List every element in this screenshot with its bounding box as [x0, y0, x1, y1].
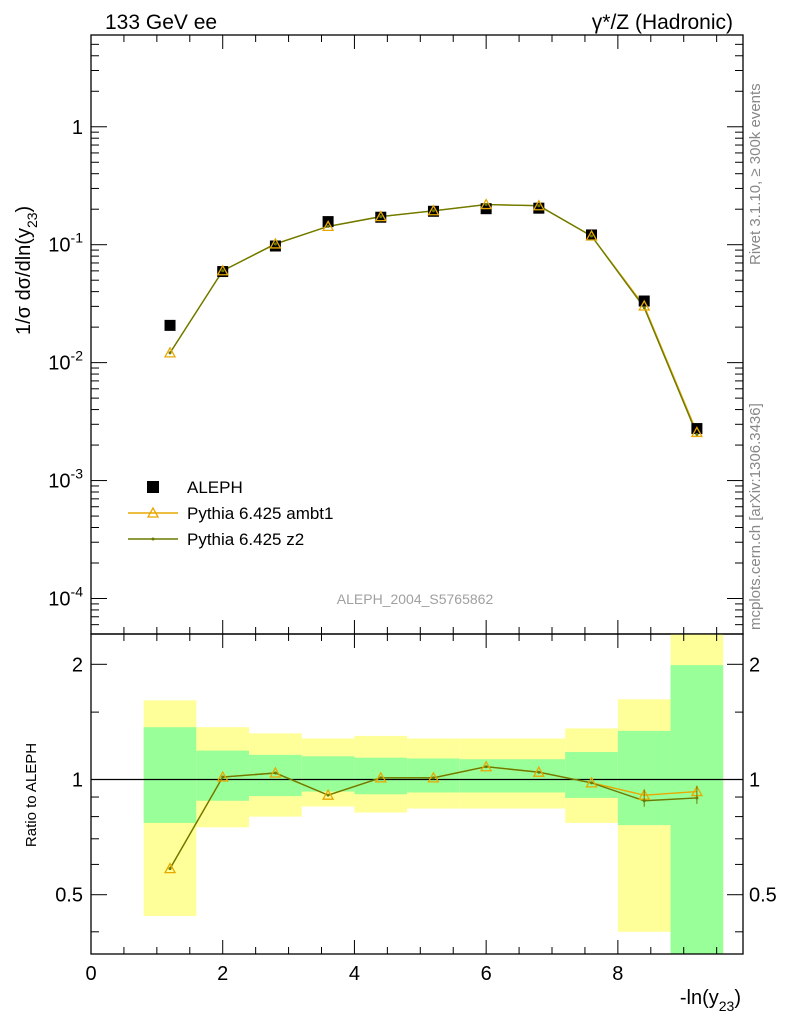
z2-marker — [537, 204, 541, 208]
ratio-y-tick-label-right: 1 — [749, 770, 760, 792]
ratio-y-tick-label-right: 0.5 — [749, 885, 777, 907]
ratio-y-tick-label-left: 2 — [72, 654, 83, 676]
header-right: γ*/Z (Hadronic) — [592, 11, 733, 34]
ratio-y-tick-label-right: 2 — [749, 654, 760, 676]
ratio-z2-marker — [379, 776, 383, 780]
ratio-band-inner — [143, 727, 197, 823]
ratio-y-tick-label-left: 1 — [72, 770, 83, 792]
z2-marker — [642, 306, 646, 310]
ambt1-marker — [374, 210, 387, 222]
ambt1-marker — [532, 199, 545, 211]
aleph-data-point — [533, 202, 545, 214]
z2-marker — [484, 203, 488, 207]
ratio-y-axis-label-text: Ratio to ALEPH — [23, 743, 40, 847]
ambt1-marker — [638, 299, 651, 311]
z2-marker — [168, 351, 172, 355]
ratio-ambt1-marker — [216, 770, 229, 782]
ambt1-line — [169, 203, 698, 433]
ratio-band-inner — [407, 758, 460, 793]
ratio-z2-marker — [590, 781, 594, 785]
x-tick-label: 6 — [481, 963, 492, 985]
x-axis-label: -ln(y23) — [680, 987, 741, 1014]
ratio-band-inner — [301, 756, 355, 792]
z2-marker — [221, 269, 225, 273]
rivet-label: Rivet 3.1.10, ≥ 300k events — [747, 83, 764, 265]
z2-marker — [326, 224, 330, 228]
y-tick-label: 10-1 — [48, 230, 83, 257]
ratio-ambt1-marker — [480, 760, 493, 772]
x-tick-label: 4 — [349, 963, 360, 985]
aleph-data-point — [269, 240, 281, 252]
main-y-axis-label-text: 1/σ dσ/dln(y23) — [13, 206, 40, 335]
y-tick-label: 10-2 — [48, 348, 83, 375]
x-axis-label-text: -ln(y23) — [680, 987, 741, 1014]
ambt1-marker — [690, 426, 704, 438]
ratio-ambt1-marker — [269, 766, 282, 778]
ratio-panel-bands — [143, 634, 724, 954]
z2-marker — [695, 432, 699, 436]
main-y-axis-label: 1/σ dσ/dln(y23) — [13, 206, 40, 335]
ambt1-marker — [269, 237, 282, 249]
legend-entry-label: ALEPH — [187, 478, 243, 497]
header-left: 133 GeV ee — [105, 11, 217, 34]
ratio-y-tick-label-left: 0.5 — [55, 885, 83, 907]
legend-aleph-marker — [147, 481, 159, 493]
x-tick-label: 0 — [85, 963, 96, 985]
main-panel-frame: 1 10-1 10-2 10-3 10-4 — [48, 34, 744, 635]
ratio-ambt1-marker — [321, 788, 335, 800]
ratio-band-inner — [565, 752, 618, 798]
z2-line — [169, 203, 698, 435]
watermark: ALEPH_2004_S5765862 — [337, 591, 494, 607]
ratio-ambt1-marker — [374, 771, 387, 783]
legend-z2-marker — [151, 537, 155, 541]
ratio-panel-frame: 0 2 4 6 8 0.5 0.5 1 1 2 2 — [55, 633, 777, 985]
z2-marker — [379, 215, 383, 219]
y-tick-label: 10-4 — [48, 583, 83, 610]
ratio-band-inner — [459, 759, 513, 793]
legend-entry-label: Pythia 6.425 ambt1 — [187, 504, 333, 523]
ratio-panel-series — [91, 760, 743, 874]
z2-marker — [431, 209, 435, 213]
ratio-frame-border — [90, 633, 744, 955]
ambt1-marker — [480, 198, 493, 210]
aleph-data-point — [164, 319, 176, 331]
ratio-ambt1-marker — [427, 771, 440, 783]
legend-ambt1-marker — [146, 506, 160, 518]
z2-marker — [273, 242, 277, 246]
ratio-band-inner — [670, 665, 724, 954]
ambt1-marker — [216, 264, 229, 276]
ratio-z2-marker — [431, 776, 435, 780]
ratio-band-inner — [354, 757, 408, 795]
y-tick-label: 10-3 — [48, 466, 83, 493]
ratio-z2-marker — [221, 775, 225, 779]
ambt1-marker — [585, 229, 598, 241]
mcplots-label: mcplots.cern.ch [arXiv:1306.3436] — [747, 403, 764, 630]
x-tick-label: 8 — [612, 963, 623, 985]
ratio-ambt1-marker — [163, 862, 177, 874]
ambt1-marker — [427, 204, 440, 216]
z2-marker — [590, 234, 594, 238]
y-tick-label: 1 — [72, 117, 83, 139]
ratio-z2-marker — [168, 867, 172, 871]
main-panel-series — [163, 198, 704, 438]
ratio-band-inner — [249, 754, 302, 797]
ratio-z2-marker — [273, 771, 277, 775]
ratio-z2-marker — [326, 793, 330, 797]
ratio-y-axis-label: Ratio to ALEPH — [23, 743, 40, 847]
ratio-z2-marker — [537, 770, 541, 774]
ambt1-marker — [163, 346, 177, 358]
ratio-z2-marker — [484, 765, 488, 769]
legend: ALEPH Pythia 6.425 ambt1 Pythia 6.425 z2 — [128, 478, 333, 549]
ambt1-marker — [321, 220, 335, 232]
ratio-band-inner — [617, 730, 671, 826]
legend-entry-label: Pythia 6.425 z2 — [187, 530, 304, 549]
x-tick-label: 2 — [217, 963, 228, 985]
ratio-ambt1-marker — [585, 776, 598, 788]
ratio-ambt1-marker — [532, 765, 545, 777]
